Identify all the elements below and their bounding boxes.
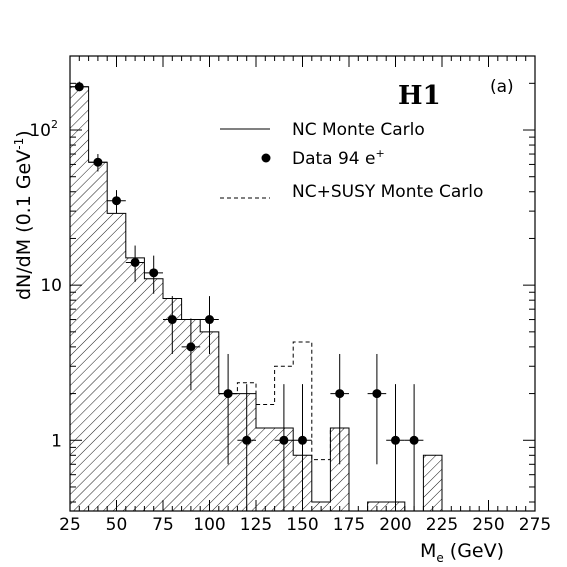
nc-monte-carlo-histogram [70,86,443,511]
data-point-marker [242,435,252,445]
data-point [181,318,201,391]
data-point [163,296,182,354]
nc-mc-bin-fill [88,162,108,511]
nc-mc-bin-fill [107,213,126,511]
y-axis-title: dN/dM (0.1 GeV-1) [12,130,35,300]
data-point-marker [298,435,307,445]
data-point [330,353,349,465]
data-point [274,384,294,511]
data-point [218,353,238,465]
nc-mc-bin-fill [330,427,349,511]
panel-label: (a) [490,77,514,97]
legend-entry-nc-susy-monte-carlo: NC+SUSY Monte Carlo [292,182,483,202]
x-axis-ticks: 25 50 75 100 125 150 175 200 225 250 275 [59,56,551,535]
data-point [144,255,163,294]
x-tick-label: 75 [152,515,174,535]
data-point-marker [223,389,233,399]
experiment-label: H1 [398,81,441,111]
data-point-marker [372,389,382,399]
data-point-marker [167,315,177,325]
data-point-marker [112,196,121,206]
y-tick-exponent: 2 [51,118,58,131]
data-point-marker [205,315,214,325]
nc-mc-bin-fill [200,331,219,511]
data-point-marker [130,257,140,267]
nc-mc-bin-fill [144,278,163,511]
x-tick-label: 225 [426,515,458,535]
data-point [88,154,108,172]
x-tick-label: 25 [59,515,81,535]
data-point-marker [335,389,345,399]
legend-entry-nc-monte-carlo: NC Monte Carlo [292,120,425,140]
nc-mc-bin-fill [125,257,145,511]
data-point [386,384,405,511]
data-point [107,190,126,214]
nc-mc-bin-fill [70,86,89,511]
nc-susy-monte-carlo-histogram [218,341,349,461]
data-point [200,296,219,354]
y-tick-label: 102 [29,118,58,141]
data-point [367,353,387,465]
data-point-marker [279,435,289,445]
x-tick-label: 250 [472,515,504,535]
data-point [237,384,256,511]
data-point-marker [74,82,84,92]
x-axis-title: Me (GeV) [420,540,504,565]
x-tick-label: 100 [193,515,225,535]
legend-entry-data: Data 94 e+ [292,147,385,169]
data-point-marker [409,435,419,445]
y-tick-label: 1 [51,431,62,451]
data-point-marker [93,157,103,167]
data-point-marker [391,435,400,445]
x-tick-label: 175 [333,515,365,535]
data-point-marker [186,342,196,352]
x-tick-label: 275 [519,515,551,535]
nc-mc-bin-fill [256,427,275,511]
data-points [70,81,424,511]
data-point [293,384,312,511]
x-tick-label: 125 [240,515,272,535]
legend-marker-swatch [261,153,271,163]
y-tick-label: 10 [40,276,62,296]
data-point [125,245,145,282]
x-tick-label: 50 [106,515,128,535]
y-axis-ticks: 1 10 102 [29,55,535,503]
data-point [404,384,424,511]
nc-mc-bin-fill [181,319,201,511]
nc-mc-bin-fill [163,298,182,511]
data-point [70,81,89,92]
data-point-marker [149,268,159,278]
x-tick-label: 150 [286,515,318,535]
legend: NC Monte Carlo Data 94 e+ NC+SUSY Monte … [220,120,483,202]
x-tick-label: 200 [379,515,411,535]
nc-mc-bin-fill [423,455,442,511]
nc-susy-outline [218,341,349,461]
